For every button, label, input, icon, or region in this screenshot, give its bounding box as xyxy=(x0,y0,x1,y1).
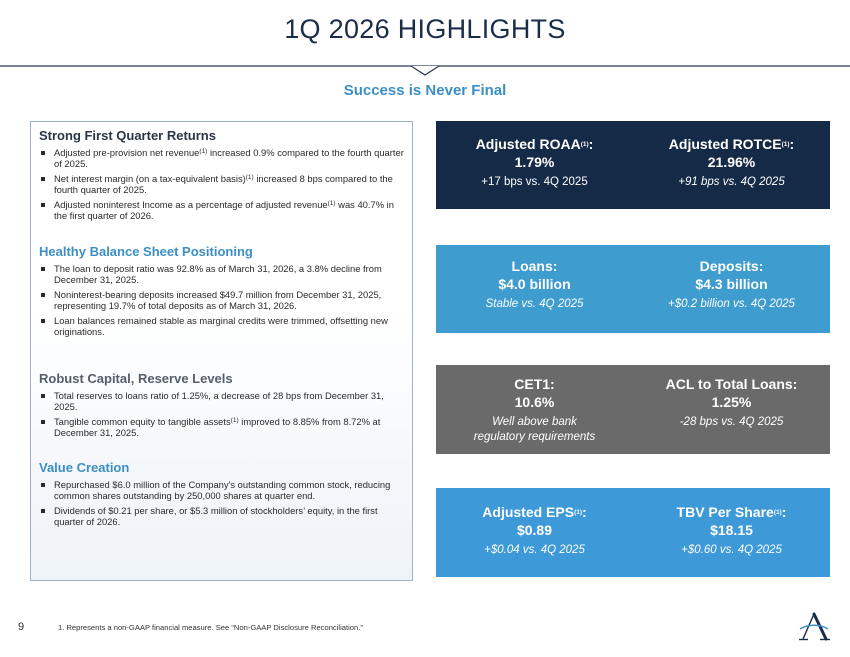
metric-label: Deposits: xyxy=(699,258,764,274)
page-number: 9 xyxy=(18,621,25,633)
page-title: 1Q 2026 HIGHLIGHTS xyxy=(284,14,566,44)
metric-acl: ACL to Total Loans: 1.25% -28 bps vs. 4Q… xyxy=(633,365,830,430)
metric-loans: Loans: $4.0 billion Stable vs. 4Q 2025 xyxy=(436,245,633,312)
list-item: Loan balances remained stable as margina… xyxy=(39,316,407,337)
metric-note: Stable vs. 4Q 2025 xyxy=(485,298,584,310)
metric-note: +$0.04 vs. 4Q 2025 xyxy=(484,544,585,556)
metric-label: ACL to Total Loans: xyxy=(665,376,798,392)
metric-value: $0.89 xyxy=(516,522,553,538)
list-item: Tangible common equity to tangible asset… xyxy=(39,416,407,438)
metric-value: 10.6% xyxy=(514,394,555,410)
list-item: The loan to deposit ratio was 92.8% as o… xyxy=(39,263,407,285)
metric-deposits: Deposits: $4.3 billion +$0.2 billion vs.… xyxy=(633,245,830,312)
metric-box-capital: CET1: 10.6% Well above bank regulatory re… xyxy=(436,365,830,454)
metric-box-per-share: Adjusted EPS(1): $0.89 +$0.04 vs. 4Q 202… xyxy=(436,488,830,577)
title-divider xyxy=(0,65,850,76)
list-item: Total reserves to loans ratio of 1.25%, … xyxy=(39,390,407,412)
highlights-panel: Strong First Quarter Returns Adjusted pr… xyxy=(30,121,413,581)
metric-rotce: Adjusted ROTCE(1): 21.96% +91 bps vs. 4Q… xyxy=(633,121,830,190)
metric-note: +91 bps vs. 4Q 2025 xyxy=(678,176,785,188)
metric-value: 1.79% xyxy=(514,154,555,170)
metric-note: Well above bank regulatory requirements xyxy=(473,416,596,443)
list-item: Net interest margin (on a tax-equivalent… xyxy=(39,173,407,195)
metric-note: -28 bps vs. 4Q 2025 xyxy=(679,416,784,428)
footnote: 1. Represents a non-GAAP financial measu… xyxy=(58,623,363,632)
metric-value: $18.15 xyxy=(710,522,753,538)
list-item: Dividends of $0.21 per share, or $5.3 mi… xyxy=(39,505,407,527)
metric-note: +$0.2 billion vs. 4Q 2025 xyxy=(668,298,795,310)
section-heading: Healthy Balance Sheet Positioning xyxy=(39,244,253,259)
metric-tbv: TBV Per Share(1): $18.15 +$0.60 vs. 4Q 2… xyxy=(633,488,830,558)
section-capital: Robust Capital, Reserve Levels Total res… xyxy=(39,371,407,443)
list-item: Adjusted pre-provision net revenue(1) in… xyxy=(39,147,407,169)
section-heading: Value Creation xyxy=(39,460,130,475)
metric-label: Loans: xyxy=(511,258,558,274)
list-item: Adjusted noninterest Income as a percent… xyxy=(39,200,407,221)
metric-box-balances: Loans: $4.0 billion Stable vs. 4Q 2025 D… xyxy=(436,245,830,333)
metric-value: 21.96% xyxy=(707,154,756,170)
metric-note: +$0.60 vs. 4Q 2025 xyxy=(681,544,782,556)
metric-label: CET1: xyxy=(514,376,555,392)
metric-value: $4.0 billion xyxy=(498,276,571,292)
section-strong-returns: Strong First Quarter Returns Adjusted pr… xyxy=(39,128,407,227)
section-heading: Strong First Quarter Returns xyxy=(39,128,216,143)
list-item: Repurchased $6.0 million of the Company'… xyxy=(39,479,407,501)
metric-value: $4.3 billion xyxy=(695,276,768,292)
list-item: Noninterest-bearing deposits increased $… xyxy=(39,289,407,311)
metric-cet1: CET1: 10.6% Well above bank regulatory re… xyxy=(436,365,633,445)
company-logo-icon xyxy=(799,612,830,641)
metric-note: +17 bps vs. 4Q 2025 xyxy=(481,176,588,188)
metric-roaa: Adjusted ROAA(1): 1.79% +17 bps vs. 4Q 2… xyxy=(436,121,633,190)
page-subtitle: Success is Never Final xyxy=(343,82,507,99)
section-balance-sheet: Healthy Balance Sheet Positioning The lo… xyxy=(39,244,407,343)
metric-box-returns: Adjusted ROAA(1): 1.79% +17 bps vs. 4Q 2… xyxy=(436,121,830,209)
section-value-creation: Value Creation Repurchased $6.0 million … xyxy=(39,460,407,532)
section-heading: Robust Capital, Reserve Levels xyxy=(39,371,233,386)
metric-eps: Adjusted EPS(1): $0.89 +$0.04 vs. 4Q 202… xyxy=(436,488,633,558)
metric-value: 1.25% xyxy=(711,394,752,410)
